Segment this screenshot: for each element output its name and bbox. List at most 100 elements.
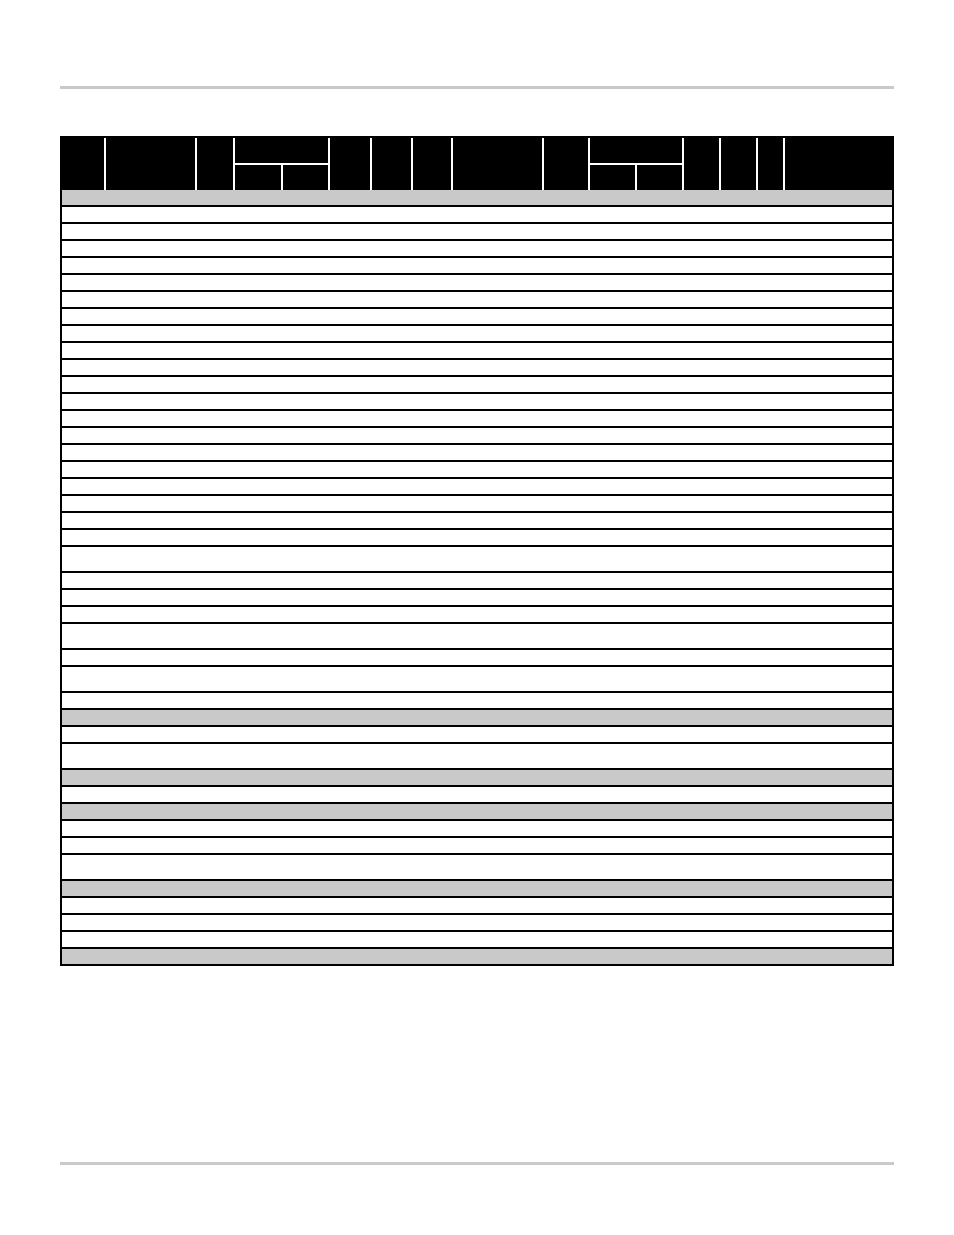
table-cell	[62, 376, 892, 393]
table-cell	[62, 257, 892, 274]
header-subcell	[234, 164, 282, 190]
table-row	[62, 726, 892, 743]
table-row	[62, 427, 892, 444]
table-row	[62, 606, 892, 623]
top-horizontal-rule	[60, 86, 894, 89]
table-cell	[62, 948, 892, 964]
table-header	[62, 138, 892, 190]
table-cell	[62, 223, 892, 240]
table-cell	[62, 240, 892, 257]
header-cell	[720, 138, 757, 190]
table-row	[62, 589, 892, 606]
table-row	[62, 223, 892, 240]
table-row	[62, 325, 892, 342]
table-cell	[62, 649, 892, 666]
header-cell	[784, 138, 892, 190]
table-row	[62, 666, 892, 692]
table-row	[62, 546, 892, 572]
table-cell	[62, 291, 892, 308]
table-row	[62, 376, 892, 393]
table-cell	[62, 880, 892, 897]
table-row	[62, 190, 892, 206]
data-table	[60, 136, 894, 966]
table-cell	[62, 803, 892, 820]
table-cell	[62, 427, 892, 444]
header-cell	[234, 138, 329, 164]
table-row	[62, 393, 892, 410]
table-row	[62, 743, 892, 769]
table-cell	[62, 495, 892, 512]
table-cell	[62, 206, 892, 223]
table-cell	[62, 546, 892, 572]
table-row	[62, 257, 892, 274]
table-row	[62, 948, 892, 964]
table-row	[62, 495, 892, 512]
table-cell	[62, 726, 892, 743]
table-cell	[62, 709, 892, 726]
table-cell	[62, 820, 892, 837]
table-row	[62, 240, 892, 257]
table-row	[62, 897, 892, 914]
table-cell	[62, 274, 892, 291]
bottom-horizontal-rule	[60, 1162, 894, 1165]
table-cell	[62, 692, 892, 709]
table-cell	[62, 743, 892, 769]
table-row	[62, 308, 892, 325]
table-row	[62, 512, 892, 529]
table-cell	[62, 478, 892, 495]
table-cell	[62, 342, 892, 359]
table-cell	[62, 393, 892, 410]
header-subcell	[282, 164, 330, 190]
table-cell	[62, 854, 892, 880]
table-row	[62, 880, 892, 897]
table	[62, 138, 892, 964]
table-cell	[62, 786, 892, 803]
header-cell	[62, 138, 105, 190]
table-row	[62, 291, 892, 308]
table-cell	[62, 606, 892, 623]
page	[0, 0, 954, 1235]
table-row	[62, 274, 892, 291]
table-cell	[62, 461, 892, 478]
table-row	[62, 837, 892, 854]
header-cell	[329, 138, 371, 190]
table-row	[62, 359, 892, 376]
header-cell	[452, 138, 543, 190]
header-cell	[196, 138, 233, 190]
table-cell	[62, 512, 892, 529]
header-subcell	[589, 164, 636, 190]
table-cell	[62, 897, 892, 914]
table-row	[62, 342, 892, 359]
table-row	[62, 410, 892, 427]
table-row	[62, 709, 892, 726]
table-row	[62, 623, 892, 649]
table-row	[62, 461, 892, 478]
table-row	[62, 820, 892, 837]
table-row	[62, 649, 892, 666]
header-cell	[683, 138, 720, 190]
table-cell	[62, 623, 892, 649]
header-cell	[589, 138, 683, 164]
header-cell	[371, 138, 413, 190]
table-cell	[62, 359, 892, 376]
table-cell	[62, 914, 892, 931]
header-subcell	[636, 164, 683, 190]
table-row	[62, 786, 892, 803]
table-row	[62, 478, 892, 495]
table-row	[62, 206, 892, 223]
table-cell	[62, 666, 892, 692]
table-row	[62, 803, 892, 820]
table-cell	[62, 589, 892, 606]
table-cell	[62, 931, 892, 948]
table-cell	[62, 529, 892, 546]
header-cell	[105, 138, 196, 190]
table-body	[62, 190, 892, 964]
table-cell	[62, 190, 892, 206]
table-row	[62, 692, 892, 709]
table-cell	[62, 837, 892, 854]
table-row	[62, 444, 892, 461]
table-row	[62, 769, 892, 786]
header-cell	[757, 138, 784, 190]
table-cell	[62, 769, 892, 786]
header-cell	[543, 138, 589, 190]
